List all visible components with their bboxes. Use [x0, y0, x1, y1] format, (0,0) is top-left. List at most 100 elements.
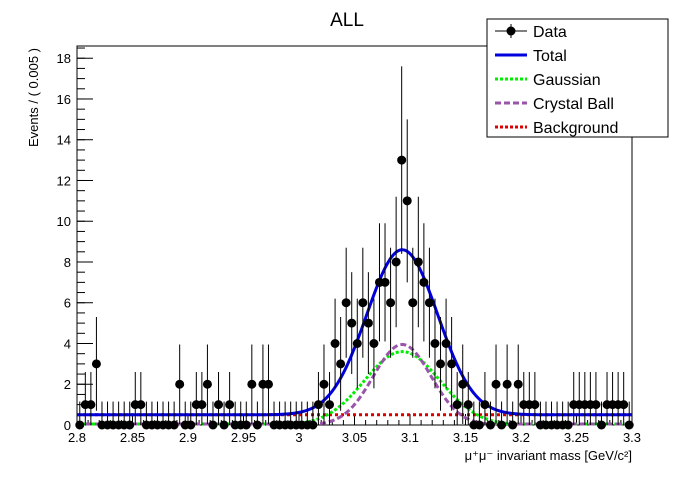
data-point	[436, 317, 446, 411]
data-marker	[619, 400, 629, 410]
data-marker	[86, 400, 96, 410]
data-point	[458, 344, 468, 424]
x-tick-label: 3.15	[453, 430, 478, 445]
data-point	[563, 401, 573, 430]
data-point	[463, 372, 473, 425]
data-marker	[219, 420, 229, 430]
data-marker	[419, 277, 429, 287]
crystal-ball-curve	[77, 343, 632, 426]
data-point	[308, 401, 318, 430]
data-marker	[225, 400, 235, 410]
data-point	[530, 372, 540, 425]
legend-marker	[506, 26, 516, 36]
data-marker	[391, 257, 401, 267]
x-tick-label: 2.85	[120, 430, 145, 445]
data-marker	[347, 318, 357, 328]
y-tick-label: 6	[64, 296, 71, 311]
data-point	[413, 196, 423, 328]
y-tick-label: 18	[57, 51, 71, 66]
data-point	[263, 344, 273, 424]
data-marker	[363, 318, 373, 328]
data-marker	[325, 400, 335, 410]
data-marker	[202, 379, 212, 389]
data-point	[602, 372, 612, 425]
data-marker	[485, 420, 495, 430]
y-tick-label: 4	[64, 336, 71, 351]
data-marker	[352, 338, 362, 348]
data-marker	[208, 420, 218, 430]
data-point	[330, 298, 340, 389]
data-marker	[530, 400, 540, 410]
data-marker	[397, 155, 407, 165]
data-point	[352, 298, 362, 389]
data-point	[191, 372, 201, 425]
data-point	[186, 401, 196, 430]
y-tick-label: 2	[64, 377, 71, 392]
data-point	[341, 247, 351, 358]
data-marker	[402, 196, 412, 206]
data-marker	[563, 420, 573, 430]
data-marker	[308, 420, 318, 430]
legend-label: Crystal Ball	[533, 96, 614, 113]
x-tick-label: 3.25	[564, 430, 589, 445]
data-point	[624, 401, 634, 430]
data-point	[358, 247, 368, 358]
data-marker	[125, 420, 135, 430]
data-point	[336, 317, 346, 411]
x-tick-label: 3	[295, 430, 302, 445]
data-point	[397, 66, 407, 254]
data-point	[419, 223, 429, 342]
legend-item: Data	[495, 24, 567, 41]
data-marker	[175, 379, 185, 389]
total-curve	[77, 248, 632, 417]
data-point	[424, 247, 434, 358]
data-point	[613, 372, 623, 425]
legend-item: Background	[495, 120, 618, 137]
data-point	[241, 401, 251, 430]
data-point	[202, 344, 212, 424]
y-tick-label: 12	[57, 173, 71, 188]
data-point	[319, 344, 329, 424]
data-point	[585, 372, 595, 425]
data-marker	[452, 400, 462, 410]
data-marker	[424, 298, 434, 308]
data-marker	[214, 400, 224, 410]
data-marker	[591, 400, 601, 410]
data-point	[441, 298, 451, 389]
data-point	[313, 372, 323, 425]
legend-label: Background	[533, 120, 618, 137]
data-marker	[313, 400, 323, 410]
x-tick-label: 2.95	[231, 430, 256, 445]
data-points	[75, 66, 634, 430]
data-marker	[491, 379, 501, 389]
y-tick-label: 8	[64, 255, 71, 270]
legend-label: Total	[533, 48, 567, 65]
legend-label: Data	[533, 24, 567, 41]
y-tick-label: 14	[57, 133, 71, 148]
data-point	[91, 317, 101, 411]
data-marker	[136, 400, 146, 410]
data-point	[408, 247, 418, 358]
data-point	[513, 344, 523, 424]
data-point	[508, 401, 518, 430]
data-point	[430, 298, 440, 389]
data-point	[474, 401, 484, 430]
data-point	[447, 317, 457, 411]
data-marker	[369, 338, 379, 348]
data-point	[125, 401, 135, 430]
data-point	[580, 372, 590, 425]
data-point	[175, 344, 185, 424]
y-axis-label: Events / ( 0.005 )	[26, 48, 41, 147]
data-marker	[241, 420, 251, 430]
data-point	[325, 372, 335, 425]
data-point	[402, 119, 412, 283]
data-marker	[408, 298, 418, 308]
x-axis: 2.8 2.85 2.9 2.95 3 3.05 3.1 3.15 3.2 3.25 3.3	[68, 414, 641, 445]
legend-item: Crystal Ball	[495, 96, 614, 113]
data-point	[480, 372, 490, 425]
data-marker	[75, 420, 85, 430]
data-marker	[596, 420, 606, 430]
data-point	[452, 372, 462, 425]
data-marker	[386, 298, 396, 308]
